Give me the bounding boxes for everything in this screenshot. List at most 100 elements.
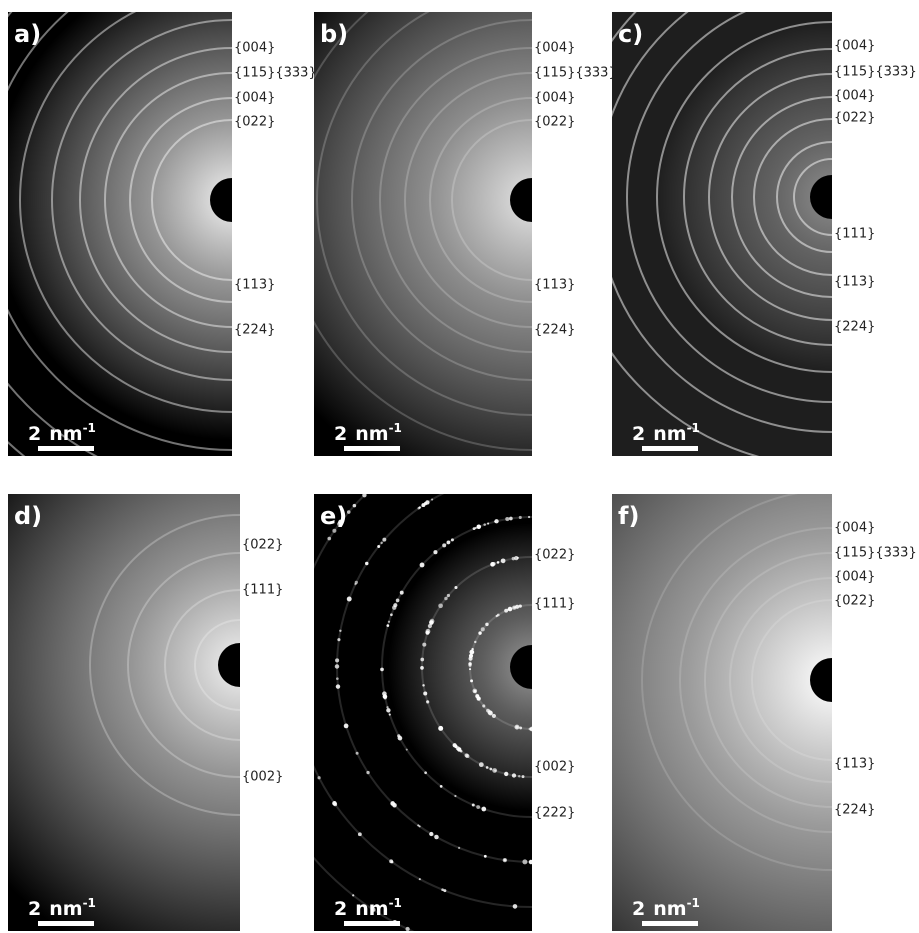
diffraction-spot: [400, 591, 404, 595]
diffraction-spot: [483, 523, 486, 526]
diffraction-spot: [494, 770, 496, 772]
diffraction-spot: [451, 538, 454, 541]
diffraction-spot: [424, 771, 427, 774]
diffraction-spot: [452, 486, 457, 491]
diffraction-spot: [512, 471, 516, 475]
diffraction-spot: [347, 510, 351, 514]
diffraction-spot: [242, 699, 246, 703]
ring-index-label: {004}: [834, 521, 875, 536]
scale-unit: nm: [355, 898, 388, 920]
ring-index-label: {111}: [242, 583, 283, 598]
diffraction-spot: [450, 487, 454, 491]
diffraction-spot: [294, 497, 297, 500]
scale-bar: [38, 921, 94, 926]
diffraction-spot: [299, 489, 303, 493]
diffraction-spot: [519, 605, 522, 608]
diffraction-spot: [488, 710, 493, 715]
diffraction-spot: [420, 658, 424, 662]
diffraction-spot: [396, 599, 400, 603]
diffraction-spot: [474, 527, 476, 529]
diffraction-spot: [309, 852, 313, 856]
diffraction-spot: [497, 561, 500, 564]
diffraction-spot: [472, 804, 475, 807]
ring-index-label: {222}: [534, 806, 575, 821]
diffraction-spot: [482, 704, 485, 707]
diffraction-spot: [433, 550, 437, 554]
diffraction-spot: [362, 493, 366, 497]
scale-exponent: -1: [687, 421, 700, 435]
diffraction-spot: [522, 775, 525, 778]
diffraction-spot: [419, 825, 421, 827]
diffraction-spot: [352, 894, 354, 896]
diffraction-spot: [438, 603, 443, 608]
diffraction-spot: [335, 658, 339, 662]
diffraction-spot: [481, 627, 485, 631]
diffraction-spot: [304, 483, 308, 487]
diffraction-spot: [390, 613, 393, 616]
beam-stop: [218, 643, 262, 687]
diffraction-spot: [333, 802, 337, 806]
diffraction-spot: [377, 479, 382, 484]
diffraction-spot: [291, 639, 295, 643]
diffraction-spot: [498, 472, 503, 477]
diffraction-spot: [507, 471, 511, 475]
ring-index-label: {111}: [534, 597, 575, 612]
diffraction-spot: [454, 795, 456, 797]
diffraction-spot: [440, 785, 443, 788]
diffraction-spot: [241, 685, 245, 689]
diffraction-spot: [388, 621, 390, 623]
scale-number: 2: [334, 423, 347, 445]
diffraction-spot: [447, 541, 451, 545]
diffraction-spot: [484, 855, 487, 858]
panel-label: b): [320, 20, 348, 48]
diffraction-spot: [396, 466, 400, 470]
diffraction-spot: [508, 607, 513, 612]
beam-stop: [810, 175, 854, 219]
diffraction-spot: [464, 753, 468, 757]
ring-index-label: {004}: [834, 39, 875, 54]
diffraction-spot: [458, 847, 460, 849]
diffraction-spot: [242, 627, 246, 631]
scale-number: 2: [28, 423, 41, 445]
scale-unit: nm: [49, 898, 82, 920]
diffraction-spot: [422, 643, 426, 647]
scale-exponent: -1: [389, 896, 402, 910]
diffraction-spot: [358, 832, 362, 836]
diffraction-spot: [429, 832, 433, 836]
diffuse-halo: [314, 12, 532, 456]
scale-exponent: -1: [389, 421, 402, 435]
diffraction-spot: [519, 727, 522, 730]
ring-index-label: {113}: [834, 275, 875, 290]
diffraction-spot: [356, 752, 359, 755]
diffraction-spot: [503, 858, 507, 862]
diffraction-spot: [474, 478, 479, 483]
diffraction-spot: [243, 697, 245, 699]
diffraction-spot: [454, 586, 457, 589]
ring-index-label: {224}: [234, 323, 275, 338]
diffraction-spot: [355, 581, 358, 584]
diffraction-spot: [347, 597, 352, 602]
beam-stop: [810, 658, 854, 702]
ring-index-label: {115}{333}: [534, 66, 617, 81]
diffraction-spot: [429, 620, 434, 625]
ring-index-label: {224}: [834, 803, 875, 818]
diffraction-spot: [509, 517, 513, 521]
diffraction-spot: [530, 727, 534, 731]
diffraction-spot: [423, 691, 427, 695]
diffraction-spot: [240, 661, 244, 665]
diffraction-spot: [470, 679, 473, 682]
scale-unit: nm: [653, 423, 686, 445]
diffraction-spot: [469, 654, 473, 658]
diffraction-spot: [382, 691, 387, 696]
diffraction-spot: [457, 747, 461, 751]
scale-unit: nm: [653, 898, 686, 920]
diffraction-spot: [529, 860, 534, 865]
beam-stop: [510, 645, 554, 689]
ring-index-label: {115}{333}: [234, 66, 317, 81]
figure: a)2nm-1{004}{115}{333}{004}{022}{113}{22…: [0, 0, 919, 933]
ring-index-label: {004}: [234, 91, 275, 106]
diffraction-spot: [417, 507, 420, 510]
panel-label: e): [320, 502, 347, 530]
diffraction-spot: [380, 542, 382, 544]
diffraction-spot: [441, 888, 444, 891]
